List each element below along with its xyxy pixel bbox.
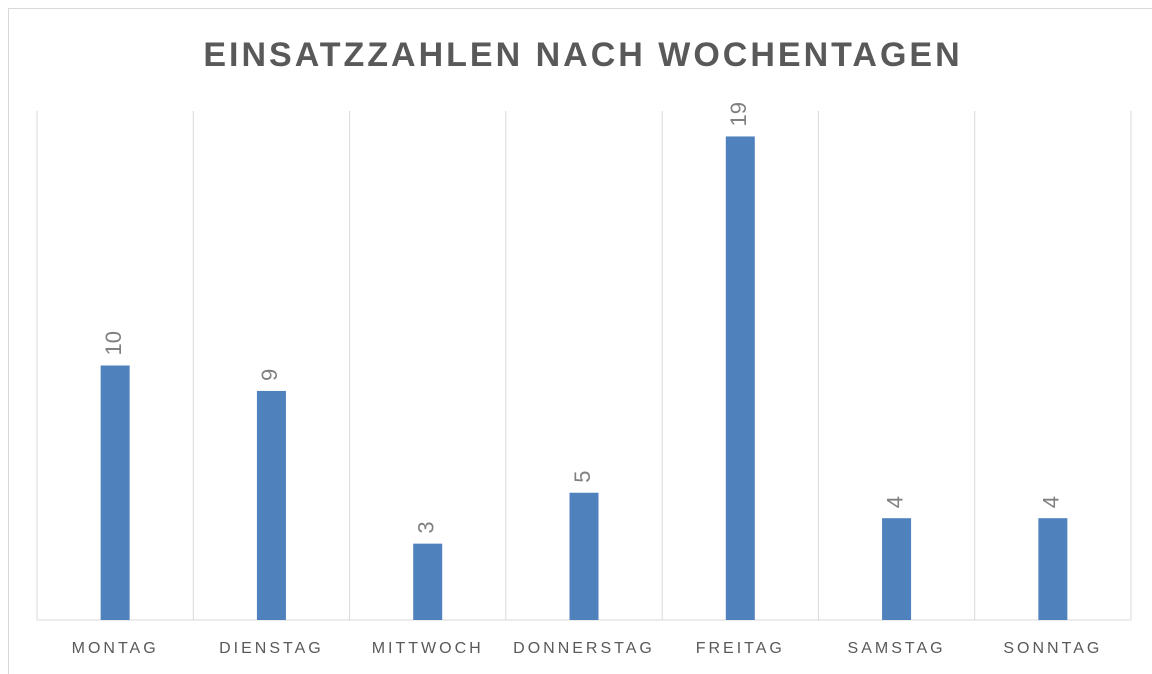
value-label: 19 — [726, 102, 751, 126]
bar — [725, 136, 755, 620]
value-label: 4 — [882, 496, 907, 508]
bar — [100, 365, 130, 620]
value-label: 3 — [414, 521, 439, 533]
bar — [413, 543, 443, 620]
x-tick-label: DONNERSTAG — [513, 640, 655, 657]
x-tick-label: DIENSTAG — [219, 640, 324, 657]
value-label: 9 — [257, 369, 282, 381]
bar — [256, 390, 286, 620]
x-tick-label: SAMSTAG — [848, 640, 946, 657]
bar — [569, 492, 599, 620]
value-label: 4 — [1039, 496, 1064, 508]
x-tick-label: MONTAG — [72, 640, 159, 657]
x-tick-label: SONNTAG — [1003, 640, 1102, 657]
chart-title: EINSATZZAHLEN NACH WOCHENTAGEN — [203, 36, 962, 74]
value-label: 10 — [101, 331, 126, 355]
x-tick-label: FREITAG — [696, 640, 785, 657]
bar — [882, 518, 912, 620]
value-label: 5 — [570, 471, 595, 483]
x-tick-label: MITTWOCH — [372, 640, 484, 657]
bar — [1038, 518, 1068, 620]
